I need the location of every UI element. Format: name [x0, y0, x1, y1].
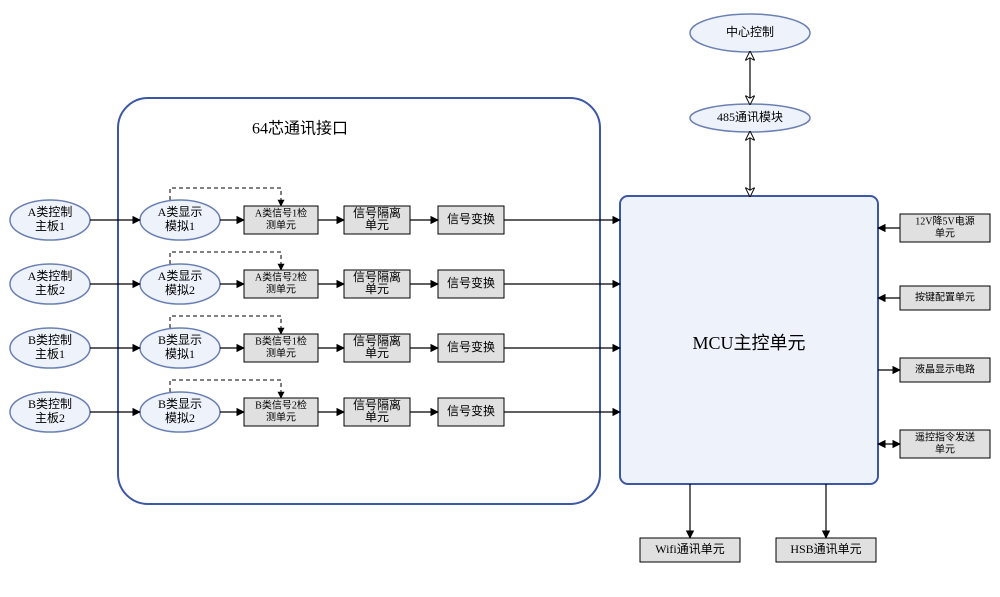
svg-text:单元: 单元 [365, 346, 389, 360]
svg-text:B类信号1检: B类信号1检 [255, 334, 307, 347]
svg-text:A类控制: A类控制 [28, 205, 73, 219]
svg-text:Wifi通讯单元: Wifi通讯单元 [655, 542, 725, 556]
svg-text:模拟2: 模拟2 [165, 411, 195, 425]
svg-text:信号变换: 信号变换 [447, 403, 495, 418]
svg-text:485通讯模块: 485通讯模块 [717, 110, 783, 124]
svg-text:A类信号1检: A类信号1检 [255, 206, 307, 219]
svg-text:液晶显示电路: 液晶显示电路 [915, 362, 975, 375]
svg-text:A类显示: A类显示 [158, 205, 203, 219]
svg-text:MCU主控单元: MCU主控单元 [692, 333, 805, 353]
svg-text:64芯通讯接口: 64芯通讯接口 [252, 120, 348, 138]
svg-text:测单元: 测单元 [266, 346, 296, 359]
svg-text:单元: 单元 [365, 410, 389, 424]
svg-text:单元: 单元 [365, 282, 389, 296]
svg-text:单元: 单元 [935, 227, 955, 239]
svg-text:B类显示: B类显示 [158, 333, 202, 347]
svg-text:信号变换: 信号变换 [447, 211, 495, 226]
svg-text:主板1: 主板1 [35, 219, 65, 233]
svg-text:信号变换: 信号变换 [447, 339, 495, 354]
svg-text:按键配置单元: 按键配置单元 [915, 290, 975, 303]
svg-text:主板2: 主板2 [35, 283, 65, 297]
svg-text:测单元: 测单元 [266, 410, 296, 423]
svg-text:测单元: 测单元 [266, 282, 296, 295]
svg-text:B类控制: B类控制 [28, 333, 72, 347]
svg-text:12V降5V电源: 12V降5V电源 [915, 214, 974, 227]
svg-text:A类控制: A类控制 [28, 269, 73, 283]
svg-text:B类显示: B类显示 [158, 397, 202, 411]
block-diagram: 64芯通讯接口MCU主控单元中心控制485通讯模块A类控制主板1A类控制主板2B… [0, 0, 1000, 597]
svg-text:主板1: 主板1 [35, 347, 65, 361]
svg-text:模拟2: 模拟2 [165, 283, 195, 297]
svg-text:B类信号2检: B类信号2检 [255, 398, 307, 411]
svg-text:A类信号2检: A类信号2检 [255, 270, 307, 283]
svg-text:B类控制: B类控制 [28, 397, 72, 411]
svg-text:单元: 单元 [365, 218, 389, 232]
svg-text:测单元: 测单元 [266, 218, 296, 231]
svg-text:模拟1: 模拟1 [165, 219, 195, 233]
svg-text:遥控指令发送: 遥控指令发送 [915, 430, 975, 443]
svg-text:单元: 单元 [935, 443, 955, 455]
svg-text:HSB通讯单元: HSB通讯单元 [790, 542, 861, 556]
svg-text:中心控制: 中心控制 [726, 24, 774, 39]
svg-text:信号变换: 信号变换 [447, 275, 495, 290]
svg-text:主板2: 主板2 [35, 411, 65, 425]
svg-text:A类显示: A类显示 [158, 269, 203, 283]
svg-text:模拟1: 模拟1 [165, 347, 195, 361]
